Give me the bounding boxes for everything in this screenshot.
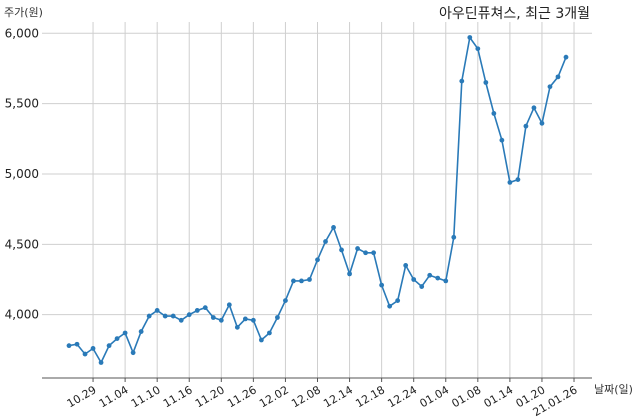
x-axis-label: 날짜(일) (594, 382, 633, 396)
data-point (283, 298, 288, 304)
data-point (98, 360, 104, 365)
data-point (371, 250, 377, 256)
x-tick-label: 11.26 (225, 383, 259, 410)
data-point (242, 316, 248, 322)
x-tick-label: 01.14 (482, 383, 516, 410)
x-tick-label: 12.14 (321, 383, 355, 410)
data-point (162, 313, 168, 319)
data-point (82, 351, 88, 357)
data-point (419, 284, 425, 289)
data-point (339, 247, 344, 253)
y-tick-label: 5,000 (5, 167, 39, 181)
data-point (218, 317, 224, 323)
data-point (483, 80, 489, 85)
data-point (122, 330, 128, 336)
x-tick-label: 01.08 (450, 383, 484, 410)
data-point (130, 350, 136, 356)
data-point (347, 271, 352, 277)
data-point (299, 278, 304, 284)
data-point (427, 272, 433, 278)
data-point (459, 78, 465, 84)
x-tick-label: 11.10 (129, 383, 163, 410)
data-point (275, 315, 280, 320)
data-point (114, 336, 120, 342)
data-point (355, 246, 360, 251)
data-point (323, 239, 328, 244)
data-point (515, 177, 521, 182)
y-tick-label: 4,000 (5, 308, 39, 322)
x-tick-label: 12.18 (353, 383, 387, 410)
y-axis-ticks: 4,000 4,500 5,000 5,500 6,000 (5, 26, 39, 321)
data-point (194, 308, 200, 313)
data-point (267, 330, 272, 336)
data-point (154, 308, 160, 313)
x-axis-ticks: 10.2911.0411.1011.1611.2011.2612.0212.08… (65, 378, 580, 419)
data-point (226, 302, 232, 308)
data-point (411, 277, 417, 282)
data-point (555, 74, 561, 80)
data-point (507, 180, 513, 185)
y-tick-label: 6,000 (5, 26, 39, 40)
data-point (395, 298, 401, 304)
x-tick-label: 12.02 (257, 383, 291, 410)
chart-title: 아우딘퓨쳐스, 최근 3개월 (439, 6, 590, 22)
data-point (539, 120, 545, 126)
data-point (435, 275, 441, 281)
data-point (202, 305, 208, 311)
data-point (234, 324, 240, 330)
data-point (379, 282, 385, 288)
y-tick-label: 4,500 (5, 237, 39, 251)
data-point (315, 257, 320, 263)
y-tick-label: 5,500 (5, 97, 39, 111)
data-point (451, 234, 457, 240)
data-point (499, 137, 505, 143)
x-tick-label: 10.29 (65, 383, 99, 410)
data-point (403, 263, 409, 268)
data-point (547, 84, 553, 90)
data-point (106, 343, 112, 349)
data-point (307, 277, 312, 282)
data-point (531, 105, 537, 111)
data-point (563, 54, 569, 60)
data-point (331, 225, 336, 230)
x-tick-label: 11.04 (97, 383, 131, 410)
data-point (186, 312, 192, 318)
data-point (170, 313, 176, 319)
data-point (178, 317, 184, 323)
data-point (523, 123, 529, 129)
data-point (250, 317, 256, 323)
data-point (90, 346, 96, 351)
x-tick-label: 01.04 (417, 383, 451, 410)
x-tick-label: 12.08 (289, 383, 323, 410)
data-point (491, 111, 497, 116)
data-point (66, 343, 72, 349)
x-tick-label: 11.16 (161, 383, 195, 410)
data-point (291, 278, 296, 284)
data-point (363, 250, 368, 256)
x-tick-label: 12.24 (385, 383, 419, 410)
data-point (467, 35, 473, 40)
x-tick-label: 11.20 (193, 383, 227, 410)
data-point (210, 315, 216, 320)
data-point (146, 313, 152, 319)
data-point (443, 278, 449, 284)
data-point (387, 303, 393, 309)
data-point (138, 329, 144, 334)
y-axis-label: 주가(원) (4, 6, 43, 19)
price-series-points (66, 35, 569, 365)
data-point (258, 337, 264, 343)
data-point (74, 341, 80, 347)
grid-lines (42, 22, 592, 378)
data-point (475, 46, 481, 52)
